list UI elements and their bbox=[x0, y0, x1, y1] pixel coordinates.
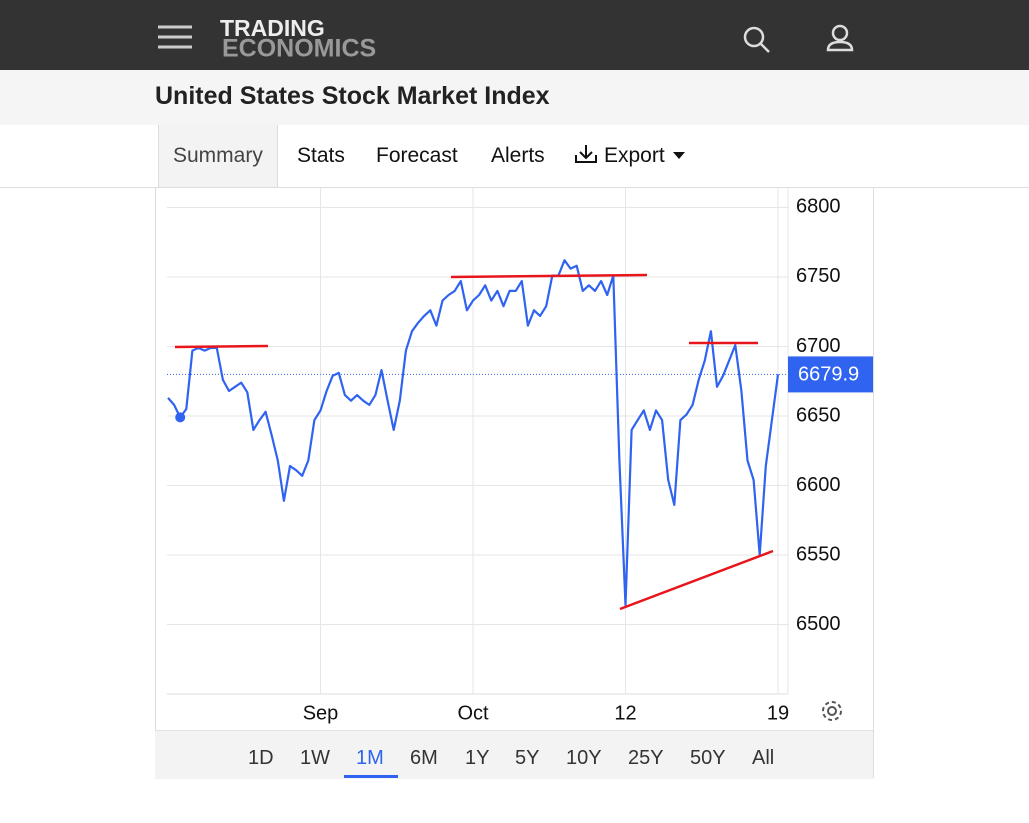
range-button[interactable]: 1D bbox=[248, 747, 274, 769]
trendline bbox=[619, 549, 774, 611]
x-tick-label: 12 bbox=[614, 702, 636, 724]
range-button[interactable]: 5Y bbox=[515, 747, 540, 769]
caret[interactable] bbox=[673, 152, 685, 159]
y-tick-label: 6600 bbox=[796, 474, 841, 496]
trendline bbox=[174, 344, 269, 349]
range-button[interactable]: All bbox=[752, 747, 775, 769]
range-button[interactable]: 50Y bbox=[690, 747, 726, 769]
settings-icon[interactable] bbox=[822, 701, 842, 721]
start-marker bbox=[175, 412, 186, 423]
range-button[interactable]: 1W bbox=[300, 747, 330, 769]
plot bbox=[167, 259, 780, 607]
last-price-label: 6679.9 bbox=[798, 364, 859, 386]
title-bar bbox=[0, 70, 1029, 125]
range-button[interactable]: 10Y bbox=[566, 747, 602, 769]
user-icon[interactable] bbox=[826, 24, 854, 52]
trendlines bbox=[174, 273, 774, 611]
range-button[interactable]: 6M bbox=[410, 747, 438, 769]
page-title: United States Stock Market Index bbox=[155, 82, 550, 110]
range-button[interactable]: 25Y bbox=[628, 747, 664, 769]
logo-line2[interactable]: ECONOMICS bbox=[222, 35, 376, 63]
tabs: Summary Stats Forecast Alerts Export bbox=[0, 125, 1029, 188]
search-icon[interactable] bbox=[743, 26, 770, 53]
trendline bbox=[450, 273, 648, 279]
tab[interactable]: Summary bbox=[158, 125, 278, 187]
x-tick-label: 19 bbox=[767, 702, 789, 724]
last-price-badge bbox=[788, 356, 873, 393]
x-tick-label: Sep bbox=[303, 702, 339, 724]
x-tick-label: Oct bbox=[457, 702, 489, 724]
range-bar: 1D 1W 1M 6M 1Y 5Y 10Y 25Y 50Y All bbox=[155, 730, 873, 779]
tab[interactable]: Stats bbox=[297, 144, 345, 167]
y-tick-label: 6550 bbox=[796, 543, 841, 565]
tab[interactable]: Export bbox=[604, 144, 665, 167]
price-line bbox=[167, 259, 780, 607]
top-bar: TRADING ECONOMICS bbox=[0, 0, 1029, 70]
y-tick-label: 6750 bbox=[796, 265, 841, 287]
tab[interactable]: Forecast bbox=[376, 144, 458, 167]
top-icons: TRADING ECONOMICS bbox=[158, 15, 854, 63]
export-icons bbox=[575, 145, 685, 163]
range-button[interactable]: 1Y bbox=[465, 747, 490, 769]
range-button[interactable]: 1M bbox=[356, 747, 384, 769]
menu-icon[interactable] bbox=[158, 25, 192, 49]
y-tick-label: 6500 bbox=[796, 613, 841, 635]
logo-line1[interactable]: TRADING bbox=[220, 15, 325, 41]
grid bbox=[167, 188, 788, 694]
y-tick-label: 6650 bbox=[796, 404, 841, 426]
y-tick-label: 6700 bbox=[796, 335, 841, 357]
download-icon[interactable] bbox=[575, 145, 597, 163]
y-tick-label: 6800 bbox=[796, 196, 841, 218]
range-underline bbox=[344, 775, 398, 778]
tab[interactable]: Alerts bbox=[491, 144, 545, 167]
